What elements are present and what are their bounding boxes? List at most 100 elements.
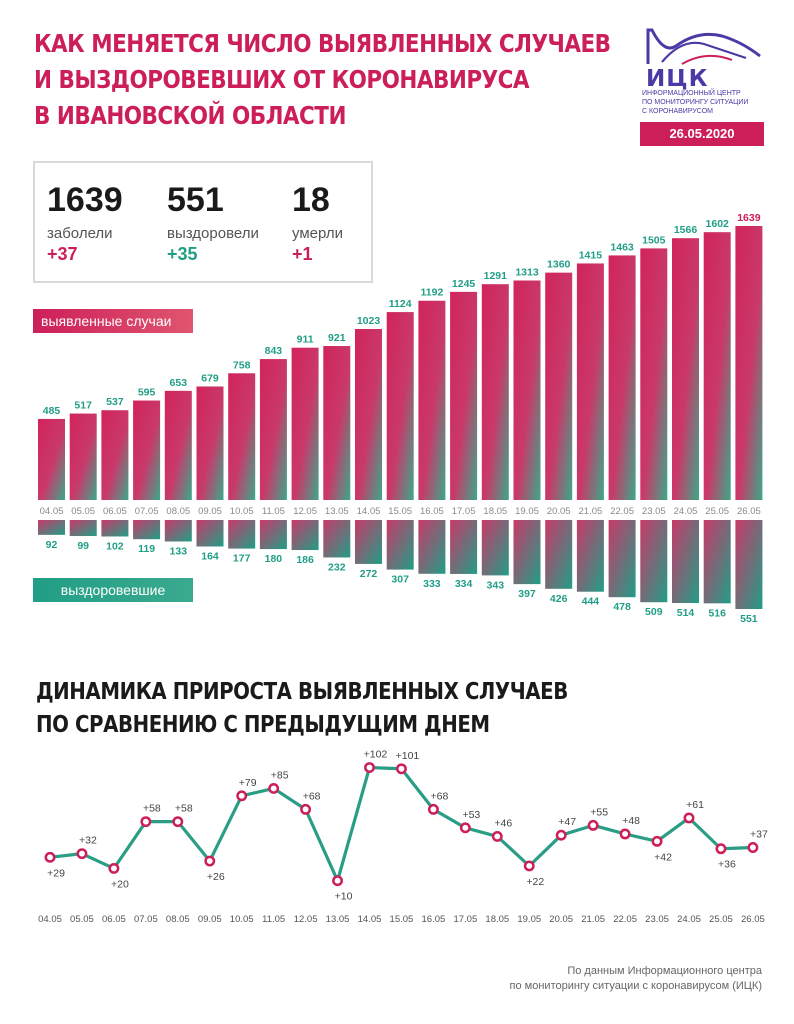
- date-tick-label: 04.05: [38, 914, 62, 925]
- cases-data-label: 1291: [484, 270, 508, 282]
- recovered-bar: [291, 520, 319, 551]
- cases-data-label: 1124: [389, 298, 412, 310]
- recovered-data-label: 397: [518, 588, 536, 600]
- increase-data-label: +58: [175, 803, 193, 815]
- date-tick-label: 12.05: [294, 914, 318, 925]
- date-tick-label: 05.05: [70, 914, 94, 925]
- source-line: по мониторингу ситуации с коронавирусом …: [509, 980, 762, 992]
- recovered-data-label: 99: [77, 540, 89, 552]
- date-tick-label: 24.05: [677, 914, 701, 925]
- increase-data-label: +29: [47, 867, 65, 879]
- date-tick-label: 14.05: [357, 506, 381, 517]
- date-tick-label: 14.05: [358, 914, 382, 925]
- date-tick-label: 08.05: [166, 506, 190, 517]
- recovered-bar: [133, 520, 161, 540]
- date-tick-label: 10.05: [230, 506, 254, 517]
- cases-data-label: 1023: [357, 315, 381, 327]
- date-tick-label: 19.05: [515, 506, 539, 517]
- increase-data-label: +68: [303, 790, 321, 802]
- recovered-bar: [323, 520, 351, 558]
- increase-point: [523, 860, 535, 872]
- date-tick-label: 06.05: [102, 914, 126, 925]
- cases-data-label: 595: [138, 387, 156, 399]
- recovered-bar: [576, 520, 604, 592]
- cases-bar: [259, 359, 287, 500]
- increase-point: [364, 762, 375, 773]
- stat-deaths-value: 18: [292, 181, 330, 219]
- date-tick-label: 15.05: [388, 506, 412, 517]
- date-tick-label: 10.05: [230, 914, 254, 925]
- date-tick-label: 25.05: [705, 506, 729, 517]
- recovered-data-label: 478: [613, 601, 631, 613]
- increase-point: [236, 790, 248, 802]
- date-tick-label: 23.05: [645, 914, 669, 925]
- increase-point: [300, 803, 312, 815]
- cases-bar: [101, 410, 129, 500]
- cases-data-label: 1192: [421, 287, 444, 299]
- recovered-bar: [545, 520, 573, 589]
- cases-bar: [291, 347, 319, 500]
- legend-recovered: выздоровевшие: [33, 578, 193, 602]
- increase-data-label: +61: [686, 799, 704, 811]
- increase-point: [555, 829, 567, 841]
- stat-recovered-value: 551: [167, 181, 224, 219]
- date-tick-label: 15.05: [390, 914, 414, 925]
- cases-data-label: 679: [201, 372, 219, 384]
- logo-sub-line: С КОРОНАВИРУСОМ: [642, 108, 713, 115]
- cases-data-label: 1602: [706, 218, 730, 230]
- date-tick-label: 12.05: [293, 506, 317, 517]
- recovered-data-label: 232: [328, 561, 346, 573]
- cases-bar: [355, 328, 382, 500]
- cases-bar: [513, 280, 541, 500]
- cases-bar: [164, 390, 192, 500]
- increase-data-label: +36: [718, 859, 736, 871]
- cases-bar: [323, 346, 351, 500]
- subtitle-line-1: ДИНАМИКА ПРИРОСТА ВЫЯВЛЕННЫХ СЛУЧАЕВ: [36, 679, 568, 705]
- date-tick-label: 26.05: [737, 506, 761, 517]
- recovered-data-label: 333: [423, 578, 441, 590]
- date-tick-label: 11.05: [262, 914, 285, 925]
- cases-data-label: 537: [106, 396, 124, 408]
- recovered-bar: [703, 520, 731, 604]
- increase-data-label: +42: [654, 851, 672, 863]
- stat-cases-value: 1639: [47, 181, 123, 219]
- logo-sub-line: ИНФОРМАЦИОННЫЙ ЦЕНТР: [642, 90, 741, 97]
- recovered-data-label: 272: [360, 568, 378, 580]
- cases-bar: [735, 226, 763, 500]
- recovered-bar: [259, 520, 287, 550]
- cases-bar: [481, 284, 509, 500]
- recovered-bar: [418, 520, 446, 574]
- increase-point: [683, 812, 695, 824]
- cases-data-label: 517: [74, 400, 92, 412]
- date-tick-label: 22.05: [610, 506, 634, 517]
- page-title: КАК МЕНЯЕТСЯ ЧИСЛО ВЫЯВЛЕННЫХ СЛУЧАЕВ И …: [34, 26, 611, 134]
- recovered-data-label: 102: [106, 540, 124, 552]
- date-tick-label: 06.05: [103, 506, 127, 517]
- cases-bar: [608, 255, 636, 500]
- increase-point: [715, 843, 727, 855]
- recovered-data-label: 343: [487, 579, 505, 591]
- increase-data-label: +101: [396, 750, 420, 762]
- increase-data-label: +10: [335, 891, 353, 903]
- cases-bar: [703, 232, 731, 500]
- cases-data-label: 1313: [515, 266, 539, 278]
- recovered-bar: [386, 520, 414, 570]
- recovered-bar: [735, 520, 763, 609]
- increase-point: [108, 862, 120, 874]
- increase-data-label: +47: [558, 816, 576, 828]
- date-tick-label: 26.05: [741, 914, 765, 925]
- increase-point: [427, 803, 439, 815]
- legend-cases: выявленные случаи: [33, 309, 193, 333]
- subtitle-line-2: ПО СРАВНЕНИЮ С ПРЕДЫДУЩИМ ДНЕМ: [36, 712, 490, 738]
- recovered-data-label: 334: [455, 578, 473, 590]
- recovered-bar: [164, 520, 192, 542]
- date-tick-label: 24.05: [674, 506, 698, 517]
- stat-deaths-delta: +1: [292, 244, 313, 264]
- cases-bar: [640, 248, 668, 500]
- cases-data-label: 1415: [579, 249, 603, 261]
- stat-cases-delta: +37: [47, 244, 78, 264]
- recovered-bar: [228, 520, 256, 549]
- date-tick-label: 04.05: [40, 506, 64, 517]
- increase-series-line: [49, 765, 753, 883]
- cases-data-label: 1360: [547, 259, 571, 271]
